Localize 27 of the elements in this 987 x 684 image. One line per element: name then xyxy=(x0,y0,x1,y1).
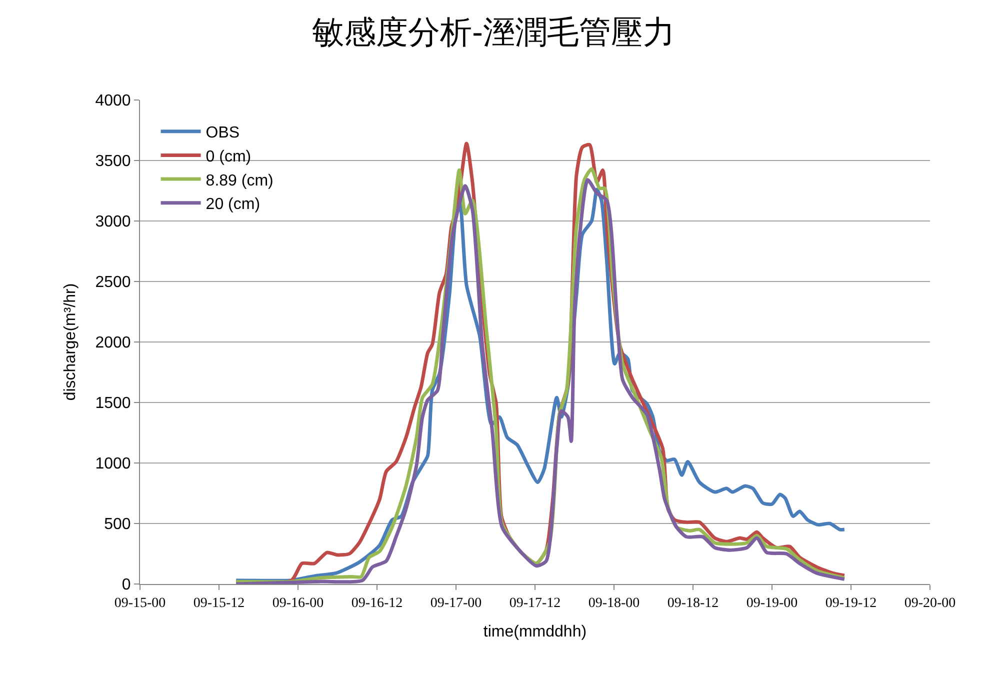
y-tick-label: 1500 xyxy=(95,395,131,412)
legend-label: 0 (cm) xyxy=(206,148,252,166)
legend-label: 8.89 (cm) xyxy=(206,172,274,190)
x-tick-label: 09-18-00 xyxy=(588,596,640,611)
y-tick-label: 3000 xyxy=(95,214,131,231)
x-tick-label: 09-17-12 xyxy=(509,596,561,611)
x-tick-label: 09-19-00 xyxy=(746,596,798,611)
legend-label: 20 (cm) xyxy=(206,196,260,214)
x-tick-label: 09-15-12 xyxy=(193,596,245,611)
x-tick-label: 09-16-12 xyxy=(351,596,403,611)
x-axis-title: time(mmddhh) xyxy=(483,624,587,640)
x-tick-label: 09-19-12 xyxy=(825,596,877,611)
x-tick-label: 09-20-00 xyxy=(904,596,956,611)
y-tick-label: 2500 xyxy=(95,274,131,292)
x-tick-label: 09-18-12 xyxy=(667,596,719,611)
y-tick-label: 2000 xyxy=(95,334,131,352)
x-tick-label: 09-17-00 xyxy=(430,596,482,611)
y-tick-label: 0 xyxy=(122,576,131,594)
y-tick-label: 3500 xyxy=(95,153,131,170)
y-tick-label: 4000 xyxy=(95,92,131,110)
x-tick-label: 09-16-00 xyxy=(272,596,324,611)
x-tick-label: 09-15-00 xyxy=(114,596,166,611)
chart-title: 敏感度分析-溼潤毛管壓力 xyxy=(312,12,675,51)
legend-label: OBS xyxy=(206,124,240,142)
y-axis-title: discharge(m³/hr) xyxy=(62,283,80,401)
y-tick-label: 500 xyxy=(104,516,131,534)
y-tick-label: 1000 xyxy=(95,456,131,473)
